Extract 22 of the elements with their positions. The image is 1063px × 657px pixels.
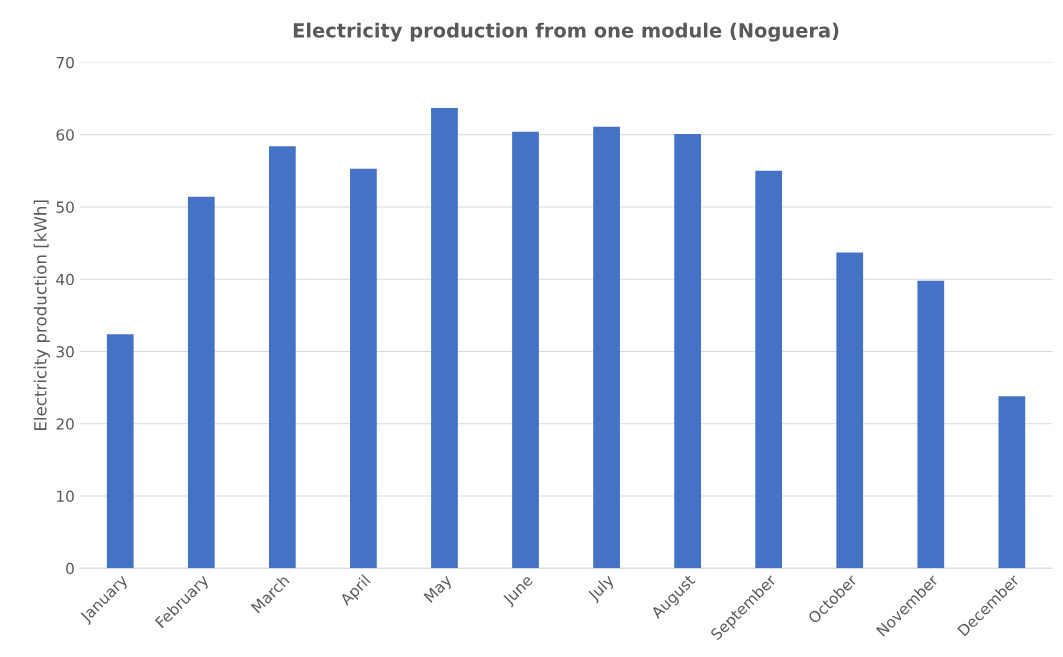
y-axis-title: Electricity production [kWh] (33, 200, 50, 431)
bar (836, 252, 864, 569)
bar (106, 334, 134, 569)
y-tick-label: 40 (56, 273, 74, 286)
y-tick-label: 70 (56, 56, 74, 69)
y-tick-label: 50 (56, 201, 74, 213)
y-tick-label: 0 (66, 562, 74, 575)
y-tick-label: 60 (56, 129, 74, 141)
bar (187, 196, 215, 569)
bar (431, 107, 458, 569)
bar (593, 126, 620, 569)
bar (917, 280, 945, 569)
chart-title: Electricity production from one module (Noguera) (293, 22, 839, 42)
bar (674, 133, 701, 569)
bar (998, 396, 1026, 569)
y-tick-label: 20 (56, 418, 74, 430)
bar (350, 168, 377, 569)
bar (512, 131, 539, 569)
y-tick-label: 10 (57, 490, 74, 503)
y-tick-label: 30 (56, 345, 74, 358)
bar (755, 170, 783, 569)
bar (268, 146, 296, 569)
